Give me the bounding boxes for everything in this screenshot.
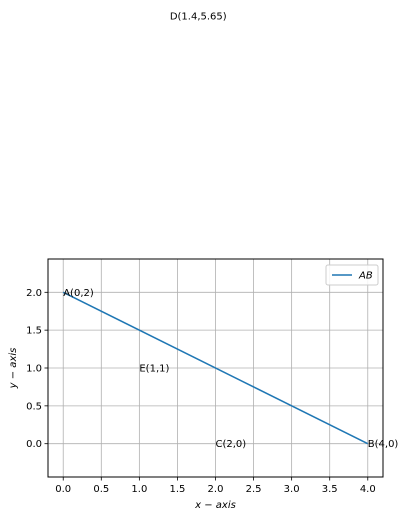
point-label-c: C(2,0) (216, 439, 247, 450)
annotations: A(0,2) B(4,0) C(2,0) D(1.4,5.65) E(1,1) (63, 12, 398, 451)
x-axis-label: x − axis (194, 500, 236, 511)
y-tick-label: 1.5 (26, 326, 42, 337)
y-tick-label: 0.0 (26, 439, 42, 450)
legend-label-ab: AB (358, 271, 373, 282)
point-label-b: B(4,0) (368, 439, 399, 450)
x-tick-label: 2.0 (208, 484, 224, 495)
x-tick-label: 2.5 (246, 484, 262, 495)
point-label-a: A(0,2) (63, 288, 94, 299)
x-tick-label: 3.5 (322, 484, 338, 495)
y-tick-label: 0.5 (26, 401, 42, 412)
series-line-ab (62, 291, 369, 445)
y-axis-label: y − axis (8, 348, 19, 390)
x-tick-label: 1.5 (169, 484, 185, 495)
series-layer (62, 291, 369, 445)
x-tick-label: 0.0 (55, 484, 71, 495)
x-tick-label: 4.0 (360, 484, 376, 495)
legend: AB (325, 264, 379, 286)
point-label-e: E(1,1) (139, 364, 169, 375)
x-tick-label: 0.5 (93, 484, 109, 495)
y-tick-label: 2.0 (26, 288, 42, 299)
x-tick-label: 1.0 (131, 484, 147, 495)
y-tick-label: 1.0 (26, 364, 42, 375)
x-tick-label: 3.0 (284, 484, 300, 495)
ticks: 0.0 0.5 1.0 1.5 2.0 2.5 3.0 3.5 4.0 0.0 0.5 1.0 1.5 2… (26, 288, 376, 495)
point-label-d: D(1.4,5.65) (170, 12, 227, 23)
